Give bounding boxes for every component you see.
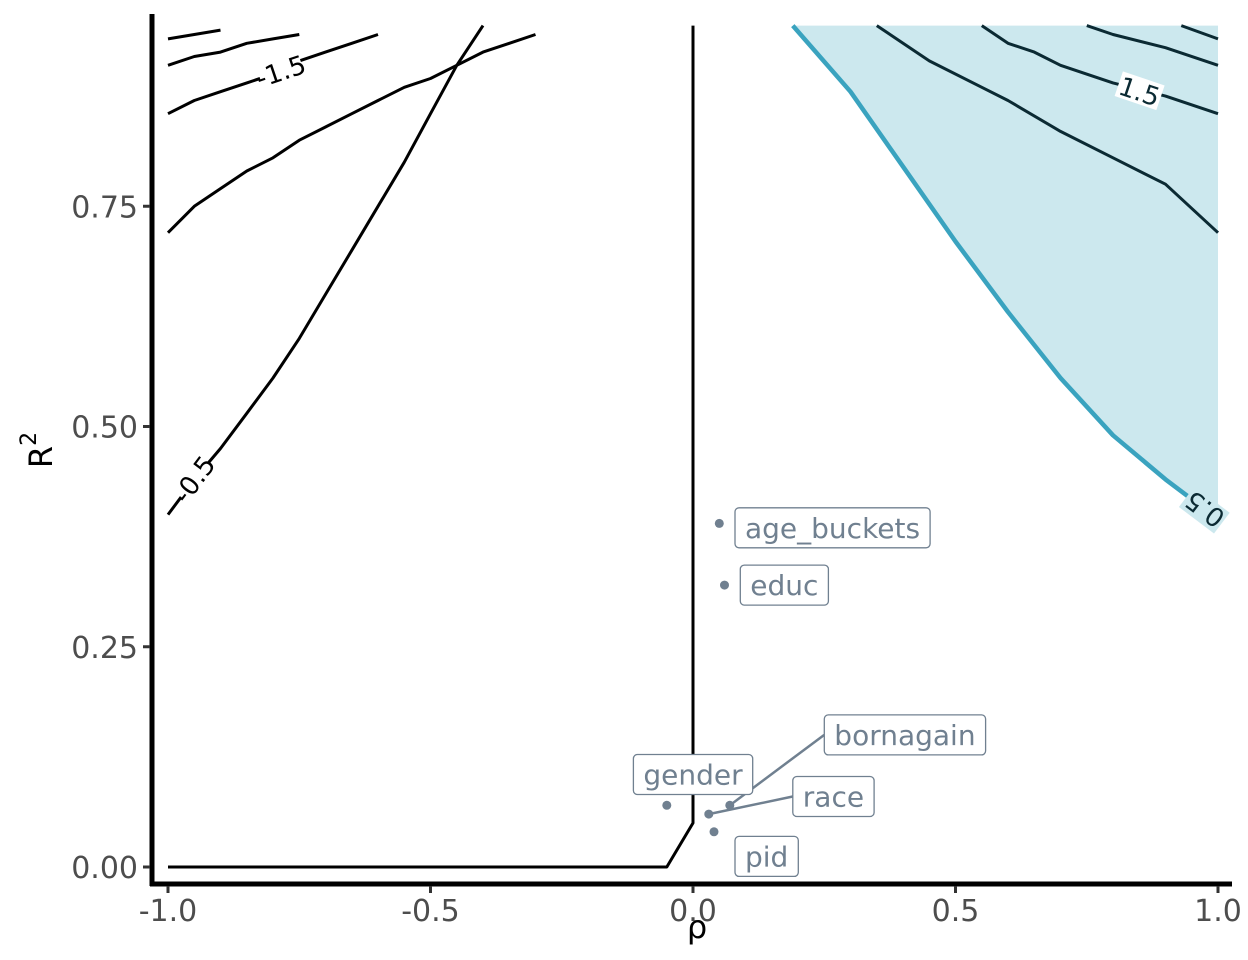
contour-line [875,24,1220,234]
contour-label-bg [1114,71,1165,111]
x-tick-label: 0.5 [932,894,980,929]
point-label-bornagain: bornagain [834,719,975,752]
contour-line [980,24,1219,116]
contour-label-bg [255,51,306,90]
contour-line [167,33,300,67]
point-label-pid: pid [745,840,788,873]
point-label-box-educ [739,564,830,606]
point-pid [709,827,719,837]
axes-layer: -1.0 -0.5 0.0 0.5 1.0 0.00 0.25 0.50 0.75 [71,14,1242,929]
point-label-box-pid [734,835,799,878]
point-label-box-gender [632,753,754,796]
x-axis-title: ρ [687,908,707,946]
point-age_buckets [714,518,724,528]
y-tick-label: 0.75 [71,190,138,225]
x-tick-label: 1.0 [1194,894,1242,929]
contour-label-bg [169,453,218,505]
contour-label-bg [1178,486,1230,534]
point-leader-race [708,795,794,816]
y-tick-label: 0.00 [71,851,138,886]
point-label-gender: gender [643,759,743,792]
x-tick-label: -1.0 [139,894,198,929]
contour-line [166,24,485,516]
point-label-box-race [792,775,875,818]
shaded-region [792,25,1218,519]
shaded-region-layer [792,25,1218,519]
contour-line [1180,24,1219,41]
contour-line [168,25,695,869]
contour-line [1086,24,1219,67]
contour-label-text: -1.5 [252,50,310,95]
y-tick-label: 0.50 [71,411,138,446]
contour-label: -0.5 [168,451,222,510]
contour-lines-layer [166,24,1220,869]
y-axis-title: R2 [17,432,60,468]
point-educ [720,580,729,590]
y-tick-label: 0.25 [71,631,138,666]
contour-line [166,33,536,234]
point-label-educ: educ [750,569,818,602]
point-label-box-age_buckets [734,507,931,549]
point-label-age_buckets: age_buckets [745,512,920,545]
x-tick-label: 0.0 [669,894,717,929]
point-race [704,809,714,819]
point-gender [662,800,672,810]
point-label-race: race [803,781,864,814]
contour-label: -1.5 [252,50,310,95]
contour-line [791,24,1220,521]
y-axis-title-superscript: 2 [17,432,42,446]
x-tick-label: -0.5 [401,894,460,929]
y-axis-title-base: R [22,446,60,468]
point-label-box-bornagain [823,714,987,756]
point-bornagain [725,800,735,810]
svg-text:R2: R2 [17,432,60,468]
contour-line [167,28,221,41]
contour-label-text: -0.5 [168,451,222,510]
